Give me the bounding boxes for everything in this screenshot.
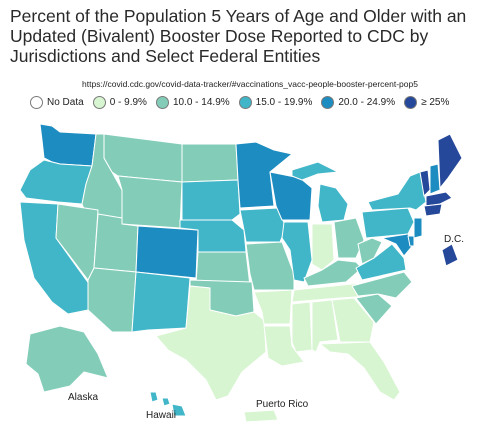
state-illinois[interactable] [281,221,313,283]
state-hawaii[interactable] [149,391,159,403]
puerto-rico-label: Puerto Rico [256,399,309,410]
dc-label: D.C. [444,234,464,245]
state-louisiana[interactable] [263,325,305,367]
legend-label: No Data [47,96,84,108]
legend-item-0-9: 0 - 9.9% [92,95,147,109]
legend-swatch [321,95,335,109]
legend-swatch [404,95,418,109]
state-washington[interactable] [39,123,97,167]
state-north-dakota[interactable] [181,143,239,183]
map-title: Percent of the Population 5 Years of Age… [10,6,467,66]
legend-item-no-data: No Data [30,95,84,109]
state-connecticut-ri[interactable] [423,203,443,217]
legend-item-15-19: 15.0 - 19.9% [238,95,313,109]
legend-label: 15.0 - 19.9% [255,96,313,108]
state-indiana[interactable] [311,223,335,271]
state-florida[interactable] [319,341,401,401]
us-choropleth-map: D.C. Alaska Hawaii Puerto Rico [19,123,464,423]
state-pennsylvania[interactable] [361,207,415,239]
legend-label: 10.0 - 14.9% [172,96,230,108]
legend-item-25-plus: ≥ 25% [404,95,450,109]
alaska-label: Alaska [68,392,98,403]
source-url: https://covid.cdc.gov/covid-data-tracker… [82,79,418,89]
state-kentucky[interactable] [303,259,363,287]
state-south-carolina[interactable] [355,293,393,325]
state-montana[interactable] [103,133,183,183]
state-west-virginia[interactable] [357,237,383,265]
state-wyoming[interactable] [117,175,183,229]
state-texas[interactable] [155,285,267,401]
state-missouri[interactable] [245,241,295,291]
state-south-dakota[interactable] [181,179,241,221]
state-mississippi[interactable] [291,301,313,353]
state-new-hampshire[interactable] [429,163,441,195]
state-alaska[interactable] [25,325,109,393]
legend-swatch [92,95,106,109]
hawaii-label: Hawaii [146,410,176,421]
state-new-york[interactable] [367,171,427,211]
state-michigan[interactable] [291,161,339,181]
legend-item-10-14: 10.0 - 14.9% [155,95,230,109]
state-delaware[interactable] [407,235,415,247]
legend-item-20-24: 20.0 - 24.9% [321,95,396,109]
legend-swatch [30,95,43,109]
state-colorado[interactable] [135,225,199,279]
legend: No Data 0 - 9.9% 10.0 - 14.9% 15.0 - 19.… [30,93,458,111]
state-hawaii-3[interactable] [171,403,187,417]
legend-swatch [238,95,252,109]
state-georgia[interactable] [331,297,375,343]
dc-marker[interactable] [441,243,459,267]
state-maine[interactable] [437,133,463,189]
state-hawaii-2[interactable] [161,397,171,407]
state-arizona[interactable] [87,267,137,333]
puerto-rico[interactable] [243,409,279,423]
state-oregon[interactable] [19,159,93,205]
state-new-mexico[interactable] [131,271,191,333]
state-massachusetts[interactable] [425,191,453,207]
legend-label: 0 - 9.9% [109,96,147,108]
state-north-carolina[interactable] [351,271,413,299]
legend-swatch [155,95,169,109]
legend-label: 20.0 - 24.9% [338,96,396,108]
state-michigan-lower[interactable] [317,183,349,223]
state-new-jersey[interactable] [413,217,423,239]
state-arkansas[interactable] [253,289,293,325]
state-maryland[interactable] [381,233,415,257]
legend-label: ≥ 25% [421,96,450,108]
